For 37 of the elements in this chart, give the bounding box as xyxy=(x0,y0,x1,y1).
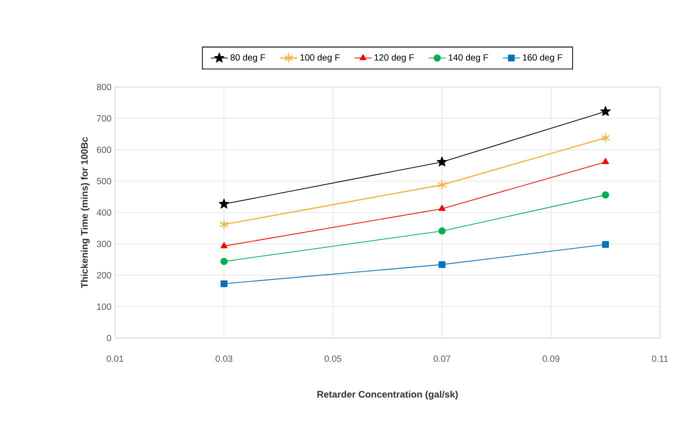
x-tick-label: 0.05 xyxy=(324,356,342,362)
point xyxy=(220,219,228,230)
y-tick-label: 800 xyxy=(96,84,112,90)
legend-label: 160 deg F xyxy=(522,54,562,62)
point xyxy=(601,132,610,143)
legend-label: 100 deg F xyxy=(300,54,340,62)
point xyxy=(218,198,230,208)
y-tick-label: 100 xyxy=(97,303,112,310)
y-tick-label: 300 xyxy=(96,240,112,248)
y-tick-label: 200 xyxy=(96,272,112,278)
point xyxy=(438,180,446,190)
y-tick-label: 600 xyxy=(96,146,112,153)
point xyxy=(602,158,609,164)
y-axis-title: Thickening Time (mins) for 100Bc xyxy=(80,137,90,288)
y-tick-label: 400 xyxy=(96,209,112,216)
point xyxy=(600,106,611,116)
x-tick-label: 0.07 xyxy=(434,356,450,362)
point xyxy=(438,261,446,268)
point xyxy=(438,204,446,211)
x-axis-title: Retarder Concentration (gal/sk) xyxy=(317,390,458,400)
point xyxy=(602,241,609,248)
point xyxy=(220,258,228,266)
y-tick-label: 500 xyxy=(96,178,112,184)
x-tick-label: 0.03 xyxy=(216,356,232,362)
point xyxy=(220,242,228,248)
x-tick-label: 0.09 xyxy=(542,356,560,362)
y-tick-label: 700 xyxy=(96,115,112,122)
legend-label: 80 deg F xyxy=(230,54,266,62)
y-tick-label: 0 xyxy=(106,334,112,342)
x-tick-label: 0.11 xyxy=(652,356,668,362)
legend-label: 140 deg F xyxy=(448,54,488,62)
x-tick-label: 0.01 xyxy=(106,356,124,362)
point xyxy=(602,191,610,199)
point xyxy=(438,227,446,235)
legend-label: 120 deg F xyxy=(374,54,414,62)
point xyxy=(436,156,448,166)
point xyxy=(220,280,228,288)
